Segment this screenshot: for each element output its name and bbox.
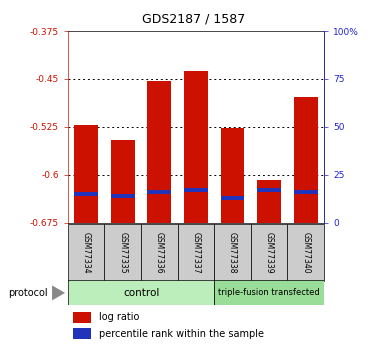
Bar: [147, 190, 171, 194]
Bar: [104, 224, 141, 281]
Text: GDS2187 / 1587: GDS2187 / 1587: [142, 12, 246, 25]
Bar: [74, 192, 98, 196]
Bar: [141, 224, 178, 281]
Bar: [214, 224, 251, 281]
Bar: [214, 280, 324, 305]
Text: log ratio: log ratio: [99, 313, 139, 322]
Bar: [251, 224, 288, 281]
Bar: [73, 312, 91, 323]
Bar: [73, 328, 91, 339]
Bar: [221, 196, 244, 199]
Text: protocol: protocol: [8, 288, 47, 298]
Bar: [257, 180, 281, 223]
Bar: [221, 128, 244, 223]
Text: control: control: [123, 288, 159, 298]
Bar: [294, 190, 317, 194]
Bar: [184, 71, 208, 223]
Text: GSM77340: GSM77340: [301, 232, 310, 274]
Text: GSM77338: GSM77338: [228, 232, 237, 274]
Text: GSM77334: GSM77334: [82, 232, 91, 274]
Text: triple-fusion transfected: triple-fusion transfected: [218, 288, 320, 297]
Text: GSM77339: GSM77339: [265, 232, 274, 274]
Bar: [74, 125, 98, 223]
Bar: [288, 224, 324, 281]
Text: percentile rank within the sample: percentile rank within the sample: [99, 329, 263, 338]
Bar: [111, 194, 135, 198]
Bar: [178, 224, 214, 281]
Bar: [68, 280, 214, 305]
Polygon shape: [52, 285, 65, 300]
Bar: [294, 97, 317, 223]
Bar: [111, 140, 135, 223]
Bar: [184, 188, 208, 192]
Text: GSM77335: GSM77335: [118, 232, 127, 274]
Bar: [147, 81, 171, 223]
Bar: [68, 224, 104, 281]
Bar: [257, 188, 281, 192]
Text: GSM77336: GSM77336: [155, 232, 164, 274]
Text: GSM77337: GSM77337: [191, 232, 201, 274]
